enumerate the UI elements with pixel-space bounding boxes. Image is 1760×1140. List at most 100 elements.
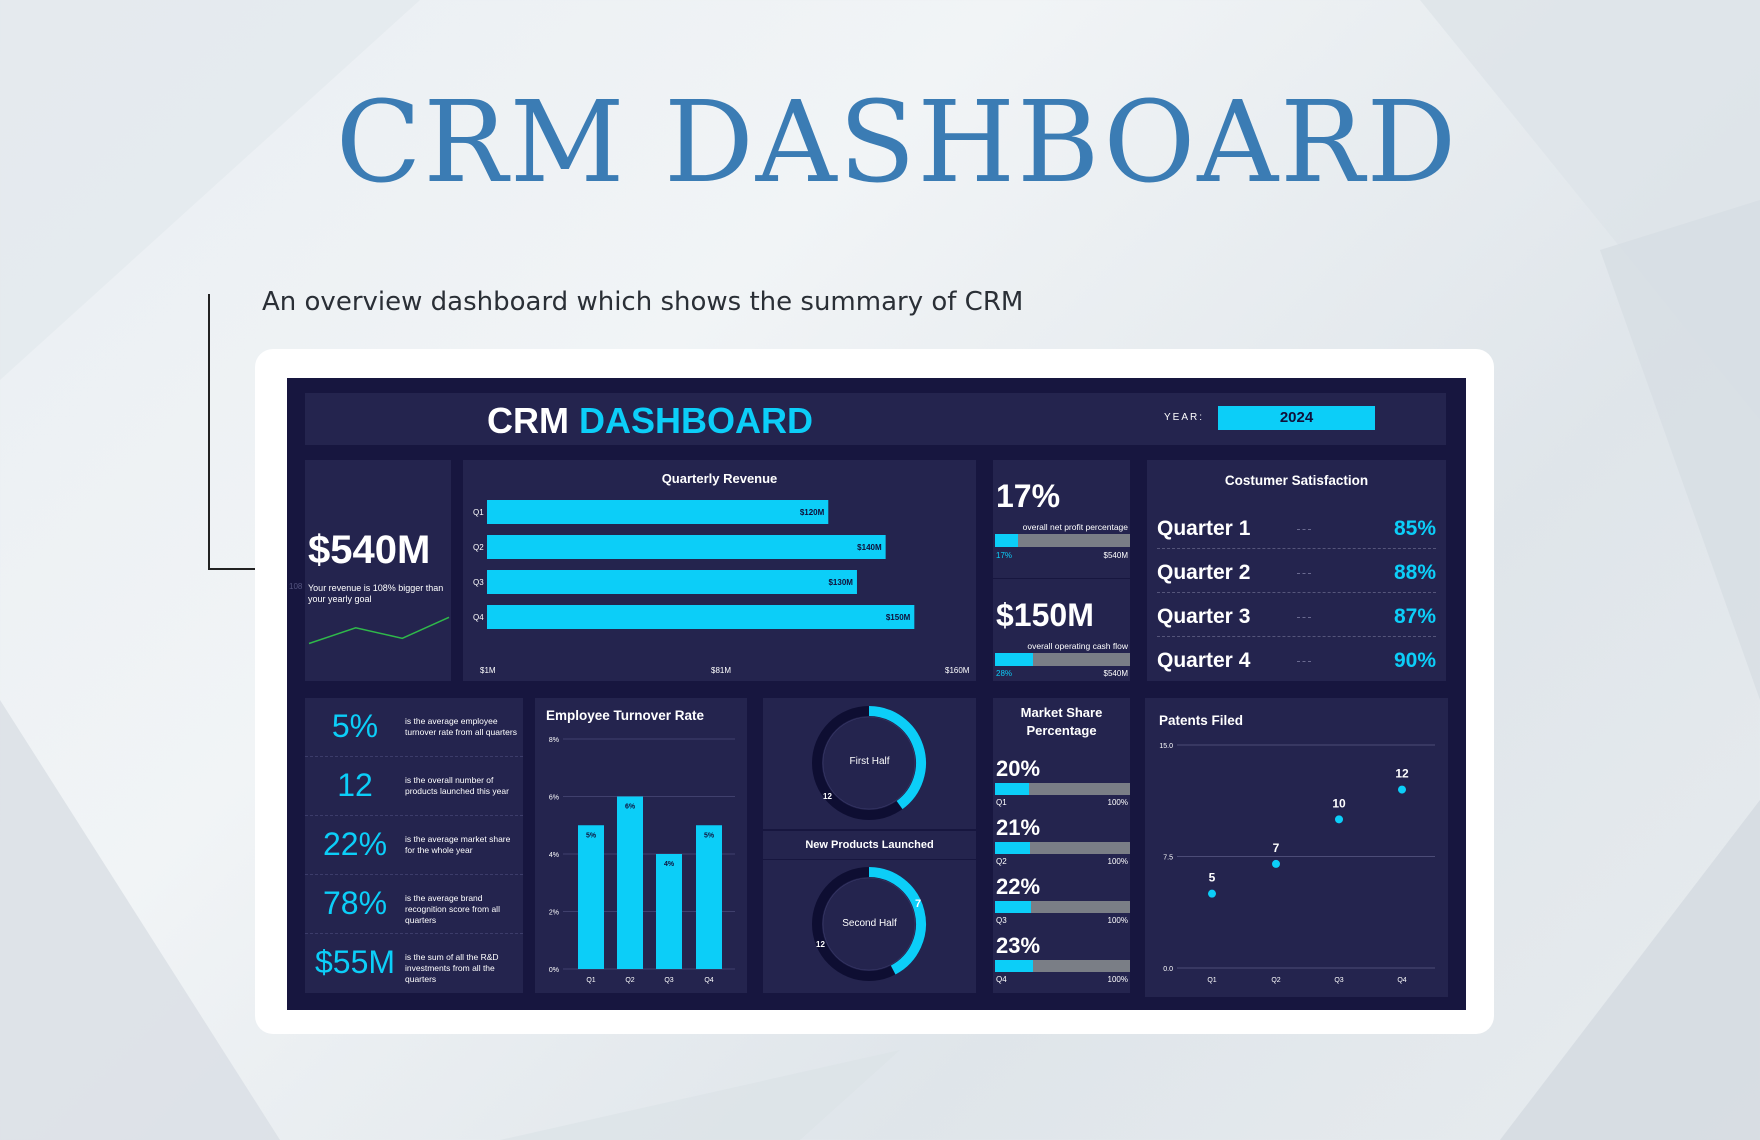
profit-value: 17% <box>996 478 1061 514</box>
kpi-value: 5% <box>331 708 379 744</box>
revenue-value: $540M <box>308 528 431 572</box>
market-share-bar-fill <box>995 960 1033 972</box>
patents-point <box>1398 785 1406 794</box>
satisfaction-title: Costumer Satisfaction <box>1224 473 1369 488</box>
market-share-quarter: Q2 <box>996 857 1007 866</box>
turnover-ytick-label: 8% <box>549 737 559 744</box>
market-share-value: 21% <box>996 815 1041 840</box>
revenue-side-label: 108 <box>289 582 303 591</box>
market-share-max: 100% <box>1107 916 1128 925</box>
kpi-description: is the average employee turnover rate fr… <box>405 716 517 737</box>
market-share-value: 20% <box>996 756 1041 781</box>
quarterly-revenue-chart: Q1 $120M Q2 $140M Q3 $130M Q4 $150M <box>473 500 915 629</box>
patents-panel: Patents Filed 0.0 7.5 15.0 5 Q1 7 Q2 10 Q3 12 Q4 <box>1145 698 1448 997</box>
market-share-bar-fill <box>995 842 1031 854</box>
market-share-value: 23% <box>996 933 1041 958</box>
qrev-bar-label: $150M <box>886 613 911 622</box>
turnover-panel: Employee Turnover Rate 0% 2% 4% 6% 8% 5% Q1 6% Q… <box>535 698 747 993</box>
callout-pointer <box>208 568 272 570</box>
second-half-label: Second Half <box>842 918 897 929</box>
turnover-title: Employee Turnover Rate <box>546 708 705 723</box>
patents-point-label: 12 <box>1395 767 1409 781</box>
first-half-label: First Half <box>849 756 890 767</box>
first-half-donut <box>812 706 926 820</box>
patents-point-label: 7 <box>1273 841 1280 855</box>
satisfaction-panel: Costumer Satisfaction Quarter 1 85% Quar… <box>1147 460 1446 681</box>
profit-panel: 17% overall net profit percentage 17% $5… <box>993 460 1130 681</box>
market-share-title-line2: Percentage <box>1026 723 1097 738</box>
donut-inner-ring <box>822 716 916 810</box>
turnover-category-label: Q1 <box>586 977 595 984</box>
page-subtitle: An overview dashboard which shows the su… <box>262 287 1024 317</box>
kpi-list-panel: 5% is the average employee turnover rate… <box>305 698 523 993</box>
satisfaction-leader <box>1297 529 1311 530</box>
qrev-bar-label: $140M <box>857 543 882 552</box>
patents-category-label: Q3 <box>1334 977 1343 984</box>
cashflow-bar-right-label: $540M <box>1103 669 1128 678</box>
patents-point-label: 10 <box>1332 796 1346 810</box>
quarterly-revenue-panel: Quarterly Revenue Q1 $120M Q2 $140M Q3 $130M Q… <box>463 460 976 681</box>
kpi-row: 12 is the overall number of products lau… <box>305 757 523 816</box>
patents-category-label: Q2 <box>1271 977 1280 984</box>
qrev-bar-label: $120M <box>800 508 825 517</box>
cashflow-bar-fill <box>995 653 1033 666</box>
satisfaction-quarter-label: Quarter 4 <box>1157 649 1251 672</box>
turnover-bar <box>656 854 682 969</box>
satisfaction-quarter-label: Quarter 2 <box>1157 561 1251 584</box>
qrev-bar-label: $130M <box>828 578 853 587</box>
dashboard: CRM DASHBOARD YEAR: 2024 $540M Your reve… <box>287 378 1466 1010</box>
donut-slice <box>868 867 926 975</box>
second-half-donut <box>812 867 926 981</box>
market-share-bar-track <box>995 783 1130 795</box>
year-selector[interactable]: 2024 <box>1218 406 1375 430</box>
profit-bar-left-label: 17% <box>996 551 1013 560</box>
qrev-axis-min: $1M <box>480 666 496 675</box>
page-title: CRM DASHBOARD <box>335 78 1459 208</box>
market-share-panel: Market Share Percentage 20% Q1 100% 21% Q2 10… <box>993 698 1130 993</box>
market-share-item: 22% Q3 100% <box>993 874 1130 932</box>
patents-chart: 0.0 7.5 15.0 5 Q1 7 Q2 10 Q3 12 Q4 <box>1159 743 1435 984</box>
qrev-bar <box>487 535 886 559</box>
dashboard-title-part1: CRM <box>487 400 569 441</box>
revenue-trend-line <box>308 616 450 645</box>
qrev-bar <box>487 500 829 524</box>
turnover-category-label: Q2 <box>625 977 634 984</box>
turnover-bar-label: 5% <box>704 832 715 839</box>
qrev-bar <box>487 605 915 629</box>
market-share-item: 21% Q2 100% <box>993 815 1130 873</box>
market-share-value: 22% <box>996 874 1041 899</box>
turnover-ytick-label: 4% <box>549 852 559 859</box>
market-share-title-line1: Market Share <box>1020 705 1103 720</box>
patents-category-label: Q1 <box>1207 977 1216 984</box>
satisfaction-row: Quarter 2 88% <box>1157 549 1436 593</box>
second-half-value-b: 12 <box>816 940 825 949</box>
turnover-bar-label: 5% <box>586 832 597 839</box>
satisfaction-quarter-label: Quarter 1 <box>1157 517 1251 540</box>
products-second-half: Second Half 7 12 <box>763 860 976 993</box>
profit-bar-right-label: $540M <box>1103 551 1128 560</box>
revenue-panel: $540M Your revenue is 108% bigger than y… <box>289 460 451 681</box>
turnover-bar <box>696 825 722 969</box>
market-share-quarter: Q1 <box>996 798 1007 807</box>
products-panel: First Half 12 New Products Launched Seco… <box>763 698 976 993</box>
first-half-value: 12 <box>823 792 832 801</box>
patents-title: Patents Filed <box>1159 713 1244 728</box>
kpi-description: is the overall number of products launch… <box>405 775 509 796</box>
callout-line <box>208 294 210 569</box>
kpi-value: 12 <box>337 767 373 803</box>
market-share-max: 100% <box>1107 857 1128 866</box>
satisfaction-leader <box>1297 661 1311 662</box>
kpi-row: 78% is the average brand recognition sco… <box>305 875 523 934</box>
patents-point-label: 5 <box>1209 871 1216 885</box>
market-share-bar-fill <box>995 783 1029 795</box>
kpi-value: 78% <box>322 885 388 921</box>
market-share-quarter: Q4 <box>996 975 1007 984</box>
products-title: New Products Launched <box>805 839 934 851</box>
patents-category-label: Q4 <box>1397 977 1406 984</box>
qrev-category-label: Q2 <box>473 543 484 552</box>
kpi-row: 22% is the average market share for the … <box>305 816 523 875</box>
satisfaction-quarter-value: 87% <box>1393 605 1436 628</box>
turnover-chart: 0% 2% 4% 6% 8% 5% Q1 6% Q2 4% Q3 5% Q4 <box>549 737 735 984</box>
turnover-bar <box>578 825 604 969</box>
